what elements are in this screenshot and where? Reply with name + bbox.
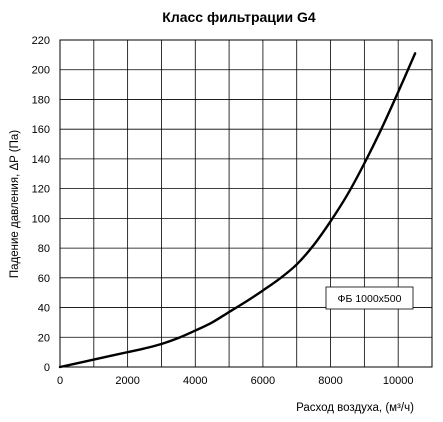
plot-frame: [59, 39, 433, 368]
y-tick-label: 20: [38, 332, 50, 344]
x-tick-label: 8000: [318, 375, 342, 387]
y-tick-label: 200: [32, 65, 50, 77]
y-tick-label: 60: [38, 273, 50, 285]
y-tick-label: 140: [32, 154, 50, 166]
y-tick-labels: 0 20 40 60 80 100 120 140 160 180 200 220: [32, 35, 50, 374]
x-tick-label: 4000: [183, 375, 207, 387]
x-tick-labels: 0 2000 4000 6000 8000 10000: [57, 375, 414, 387]
y-tick-label: 160: [32, 124, 50, 136]
y-tick-label: 100: [32, 213, 50, 225]
x-tick-label: 10000: [383, 375, 414, 387]
legend-entry: ФБ 1000х500: [338, 293, 402, 305]
curve-layer: [58, 52, 417, 369]
series-line: [58, 52, 417, 369]
x-axis-label: Расход воздуха, (м³/ч): [296, 402, 414, 414]
x-tick-label: 0: [57, 375, 63, 387]
legend-box: [325, 286, 414, 310]
y-tick-label: 80: [38, 243, 50, 255]
y-axis-label: Падение давления, ΔP (Па): [9, 130, 21, 278]
chart-title: Класс фильтрации G4: [162, 9, 316, 25]
y-tick-label: 220: [32, 35, 50, 47]
x-tick-label: 6000: [251, 375, 275, 387]
x-tick-label: 2000: [115, 375, 139, 387]
y-tick-label: 0: [44, 362, 50, 374]
y-tick-label: 180: [32, 94, 50, 106]
legend: ФБ 1000х500: [325, 286, 414, 310]
y-tick-label: 120: [32, 184, 50, 196]
grid: [60, 40, 432, 367]
y-tick-label: 40: [38, 303, 50, 315]
